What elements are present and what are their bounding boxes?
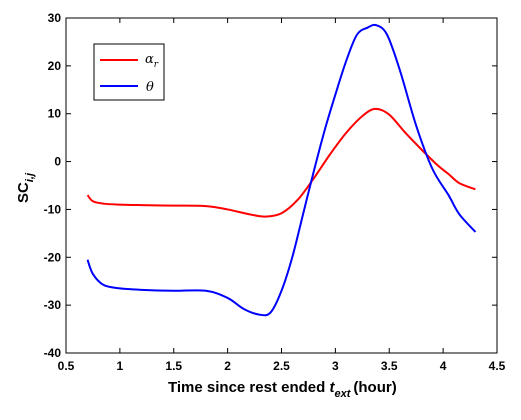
legend-label-alpha: α xyxy=(145,52,154,67)
x-tick-label: 4 xyxy=(440,359,447,373)
y-tick-label: -20 xyxy=(44,250,62,264)
x-tick-label: 1.5 xyxy=(165,359,182,373)
x-axis-label-unit: (hour) xyxy=(353,379,396,396)
y-tick-label: -30 xyxy=(44,298,62,312)
y-tick-label: 20 xyxy=(48,59,62,73)
legend: αr θ xyxy=(93,43,165,101)
legend-box xyxy=(93,43,165,101)
series-line-1 xyxy=(86,23,477,317)
legend-label-alpha-subscript: r xyxy=(154,60,159,70)
x-tick-label: 1 xyxy=(117,359,124,373)
legend-label-theta: θ xyxy=(146,80,154,95)
series-line-0 xyxy=(86,107,476,218)
legend-label-theta-symbol: θ xyxy=(146,80,154,95)
x-axis-ticks: 0.5 1 1.5 2 2.5 3 3.5 4 4.5 xyxy=(58,18,506,373)
x-tick-label: 0.5 xyxy=(58,359,75,373)
y-axis-label: SCi,j xyxy=(15,172,36,203)
x-tick-label: 4.5 xyxy=(489,359,506,373)
x-axis-label-symbol: t xyxy=(329,379,335,396)
x-axis-label: Time since rest ended text (hour) xyxy=(168,379,397,400)
y-tick-label: 30 xyxy=(48,11,62,25)
y-axis-label-subscript: i,j xyxy=(24,172,36,182)
x-tick-label: 2 xyxy=(224,359,231,373)
x-axis-label-main: Time since rest ended xyxy=(168,379,325,396)
x-tick-label: 3 xyxy=(332,359,339,373)
svg-text:SCi,j: SCi,j xyxy=(15,172,36,203)
y-axis-label-main: SC xyxy=(15,182,32,203)
x-tick-label: 2.5 xyxy=(273,359,290,373)
y-tick-label: 0 xyxy=(54,155,61,169)
y-tick-label: -40 xyxy=(44,346,62,360)
x-tick-label: 3.5 xyxy=(381,359,398,373)
y-tick-label: 10 xyxy=(48,107,62,121)
legend-label-alpha-r: αr xyxy=(145,52,159,70)
y-axis-ticks: -40 -30 -20 -10 0 10 20 30 xyxy=(44,11,497,360)
x-axis-label-subscript: ext xyxy=(334,388,351,400)
y-tick-label: -10 xyxy=(44,202,62,216)
series-layer xyxy=(86,23,477,317)
